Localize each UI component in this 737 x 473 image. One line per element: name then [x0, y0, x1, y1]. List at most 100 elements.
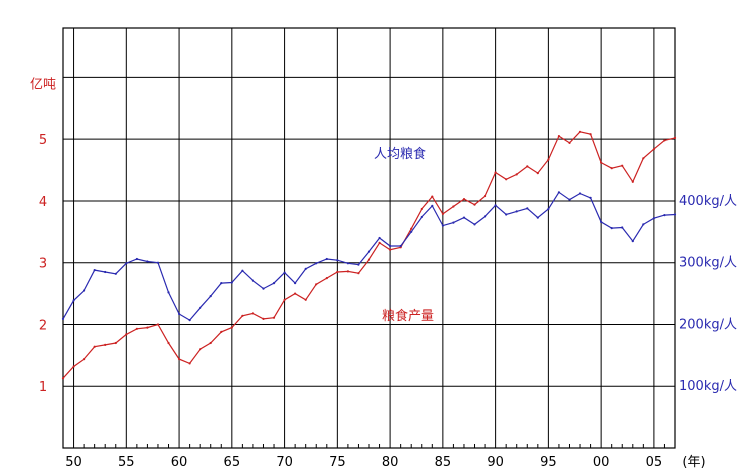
data-point — [589, 196, 592, 199]
data-point — [410, 227, 413, 230]
data-point — [72, 299, 75, 302]
x-tick-label: 00 — [593, 455, 610, 470]
data-point — [135, 257, 138, 261]
data-point — [272, 316, 276, 319]
data-point — [389, 244, 392, 248]
right-tick-label: 100kg/人 — [679, 379, 737, 394]
data-point — [209, 295, 212, 298]
data-point — [652, 148, 656, 151]
data-point — [146, 260, 149, 263]
data-point — [568, 198, 571, 201]
data-point — [621, 164, 624, 167]
data-point — [610, 167, 613, 170]
data-point — [346, 270, 349, 273]
x-tick-label: 55 — [118, 455, 135, 470]
data-point — [178, 312, 181, 316]
data-point — [304, 298, 307, 301]
x-tick-label: 05 — [646, 455, 663, 470]
data-point — [178, 358, 181, 361]
data-point — [631, 240, 634, 243]
data-point — [304, 267, 307, 270]
data-point — [367, 258, 371, 261]
data-point — [93, 345, 96, 348]
series-line-per-capita — [62, 191, 676, 321]
data-point — [146, 326, 149, 329]
left-tick-label: 4 — [39, 195, 47, 210]
x-tick-label: 80 — [382, 455, 399, 470]
right-tick-label: 300kg/人 — [679, 256, 737, 271]
data-point — [188, 362, 191, 365]
data-point — [473, 203, 476, 206]
x-tick-label: 65 — [224, 455, 241, 470]
data-point — [452, 221, 455, 224]
data-point — [220, 330, 223, 333]
data-point — [515, 210, 518, 213]
data-point — [167, 341, 170, 345]
data-point — [72, 365, 75, 368]
data-point — [673, 213, 677, 216]
data-point — [114, 341, 117, 345]
data-point — [125, 333, 128, 336]
data-point — [547, 207, 550, 211]
axis-labels: 50 55 60 65 70 75 80 85 90 95 00 05 1 2 3 4 5 100kg/人 200k… — [39, 133, 737, 470]
x-tick-label: 70 — [276, 455, 293, 470]
data-point — [536, 172, 539, 175]
data-point — [484, 215, 487, 218]
x-tick-label: 95 — [540, 455, 557, 470]
data-point — [462, 198, 466, 201]
data-point — [557, 191, 561, 194]
data-point — [230, 326, 233, 329]
x-tick-label: 50 — [65, 455, 82, 470]
data-point — [315, 283, 318, 286]
data-point — [610, 227, 613, 230]
data-point — [156, 261, 160, 264]
series-line-production — [62, 131, 676, 379]
data-point — [431, 204, 434, 207]
data-point — [494, 204, 497, 207]
data-point — [484, 194, 487, 198]
data-point — [589, 133, 592, 136]
data-point — [199, 348, 202, 351]
annotation-per-capita: 人均粮食 — [374, 146, 426, 162]
left-tick-label: 2 — [39, 318, 47, 333]
annotation-production: 粮食产量 — [382, 308, 434, 324]
data-point — [526, 165, 529, 168]
data-point — [336, 270, 339, 274]
left-axis-unit: 亿吨 — [30, 78, 56, 93]
data-point — [621, 226, 624, 229]
data-point — [378, 236, 381, 240]
data-point — [441, 224, 444, 227]
data-point — [357, 263, 360, 266]
data-point — [600, 161, 603, 164]
left-tick-label: 1 — [39, 380, 47, 395]
data-point — [505, 178, 508, 181]
data-point — [462, 216, 466, 219]
data-point — [515, 173, 518, 176]
data-point — [473, 223, 476, 226]
data-point — [283, 271, 286, 274]
data-point — [568, 141, 571, 144]
data-point — [578, 192, 582, 195]
data-point — [420, 215, 423, 219]
data-point — [399, 244, 402, 248]
data-point — [104, 270, 107, 274]
plot-frame — [62, 27, 676, 449]
data-point — [346, 262, 349, 265]
data-point — [536, 216, 539, 219]
data-point — [199, 306, 202, 309]
data-point — [241, 314, 244, 317]
data-point — [420, 207, 423, 211]
data-point — [61, 317, 65, 320]
data-point — [188, 319, 191, 322]
data-point — [83, 358, 86, 361]
data-point — [578, 130, 582, 133]
data-point — [642, 223, 645, 226]
data-point — [663, 139, 666, 142]
right-tick-label: 200kg/人 — [679, 317, 737, 332]
data-point — [262, 317, 265, 320]
data-point — [272, 282, 276, 285]
data-point — [452, 205, 455, 208]
data-point — [631, 180, 634, 183]
data-point — [378, 241, 381, 244]
